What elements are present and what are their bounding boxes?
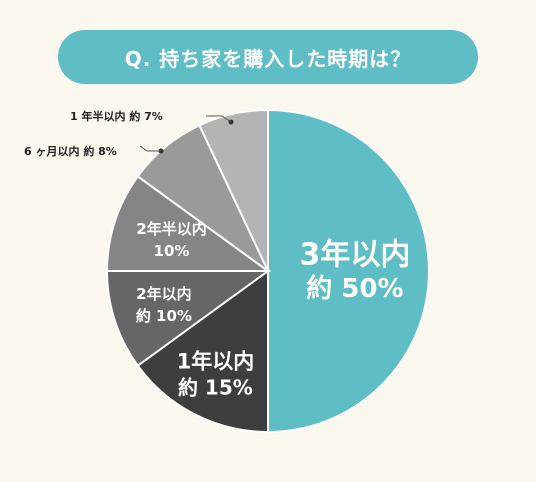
slice-label-name-2: 2年以内 [136, 285, 191, 303]
pie-slice-0 [267, 108, 430, 434]
slice-label-4: 6 ヶ月以内 約 8% [24, 144, 117, 158]
slice-label-value-3: 10% [154, 242, 190, 260]
title-banner: Q. 持ち家を購入した時期は？ [58, 30, 478, 84]
slice-label-5: 1 年半以内 約 7% [70, 109, 163, 123]
pie-slice-1 [136, 269, 269, 434]
leader-line-5 [206, 115, 232, 123]
slice-label-name-3: 2年半以内 [136, 220, 206, 238]
chart-title: Q. 持ち家を購入した時期は？ [124, 46, 412, 71]
slice-label-name-1: 1年以内 [177, 350, 255, 374]
pie-slice-3 [105, 174, 272, 272]
slice-label-value-2: 約 10% [136, 307, 192, 325]
slice-label-value-0: 約 50% [306, 273, 403, 304]
pie-slice-5 [198, 108, 269, 272]
leader-line-4 [139, 145, 161, 152]
slice-label-value-1: 約 15% [178, 375, 253, 399]
slice-label-name-0: 3年以内 [299, 238, 410, 273]
pie-slice-2 [105, 270, 272, 368]
